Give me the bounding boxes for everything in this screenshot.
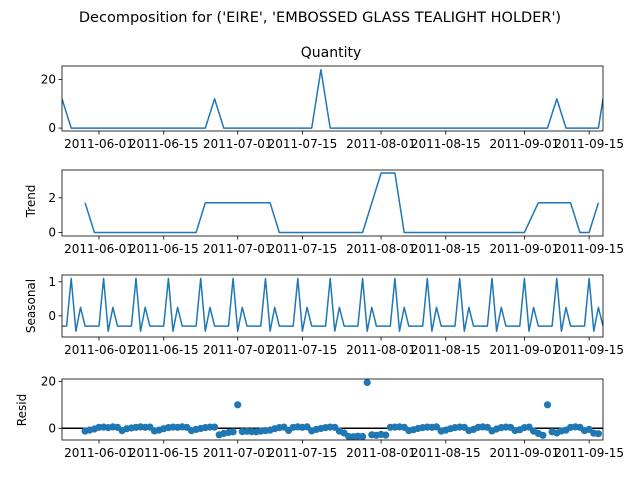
x-tick-label: 2011-07-01: [203, 343, 273, 357]
axes-frame: [61, 274, 604, 338]
x-tick-label: 2011-08-15: [411, 446, 481, 460]
resid-point: [543, 401, 552, 409]
x-tick-label: 2011-06-15: [129, 446, 199, 460]
resid-point: [234, 401, 242, 409]
x-tick-label: 2011-07-01: [203, 446, 273, 460]
y-tick-label: 2: [48, 191, 56, 205]
x-tick-label: 2011-08-15: [411, 137, 481, 151]
x-tick-label: 2011-07-15: [268, 242, 338, 256]
x-tick-label: 2011-08-15: [411, 242, 481, 256]
x-tick-label: 2011-07-15: [268, 446, 338, 460]
x-tick-label: 2011-09-15: [554, 446, 624, 460]
x-tick-label: 2011-09-01: [490, 446, 560, 460]
x-tick-label: 2011-06-01: [64, 446, 134, 460]
y-tick-label: 20: [41, 374, 56, 388]
x-tick-label: 2011-06-15: [129, 242, 199, 256]
x-tick-label: 2011-09-15: [554, 137, 624, 151]
data-layer: [62, 68, 603, 129]
resid-point: [382, 431, 390, 439]
resid-ylabel: Resid: [15, 394, 29, 426]
x-tick-label: 2011-06-15: [129, 343, 199, 357]
resid-point: [363, 379, 371, 387]
data-layer: [62, 379, 603, 440]
x-tick-label: 2011-08-15: [411, 343, 481, 357]
figure-suptitle: Decomposition for ('EIRE', 'EMBOSSED GLA…: [79, 10, 561, 26]
series-line: [62, 68, 603, 129]
quantity-panel-title: Quantity: [301, 45, 362, 61]
x-tick-label: 2011-06-15: [129, 137, 199, 151]
x-tick-label: 2011-08-01: [346, 343, 416, 357]
resid-point: [594, 430, 603, 438]
x-tick-label: 2011-08-01: [346, 446, 416, 460]
seasonal-ylabel: Seasonal: [24, 279, 38, 333]
data-layer: [84, 172, 600, 234]
x-tick-label: 2011-07-15: [268, 343, 338, 357]
x-tick-label: 2011-07-01: [203, 242, 273, 256]
x-tick-label: 2011-09-01: [490, 343, 560, 357]
axes-frame: [61, 378, 604, 441]
resid-point: [229, 428, 237, 436]
y-tick-label: 0: [48, 226, 56, 240]
axes-frame: [61, 169, 604, 237]
y-tick-label: 20: [41, 72, 56, 86]
x-tick-label: 2011-09-15: [554, 343, 624, 357]
x-tick-label: 2011-07-01: [203, 137, 273, 151]
resid-point: [359, 432, 367, 440]
series-line: [62, 277, 603, 332]
resid-point: [211, 423, 219, 431]
x-tick-label: 2011-09-01: [490, 242, 560, 256]
data-layer: [62, 277, 603, 332]
resid-point: [539, 431, 547, 439]
y-tick-label: 1: [48, 275, 56, 289]
x-tick-label: 2011-06-01: [64, 343, 134, 357]
trend-ylabel: Trend: [24, 185, 38, 219]
y-tick-label: 0: [48, 121, 56, 135]
x-tick-label: 2011-07-15: [268, 137, 338, 151]
series-line: [84, 172, 600, 234]
y-tick-label: 0: [48, 421, 56, 435]
y-tick-label: 0: [48, 309, 56, 323]
x-tick-label: 2011-06-01: [64, 137, 134, 151]
x-tick-label: 2011-06-01: [64, 242, 134, 256]
x-tick-label: 2011-09-15: [554, 242, 624, 256]
x-tick-label: 2011-08-01: [346, 137, 416, 151]
x-tick-label: 2011-08-01: [346, 242, 416, 256]
x-tick-label: 2011-09-01: [490, 137, 560, 151]
axes-frame: [61, 65, 604, 132]
resid-point: [432, 423, 441, 431]
